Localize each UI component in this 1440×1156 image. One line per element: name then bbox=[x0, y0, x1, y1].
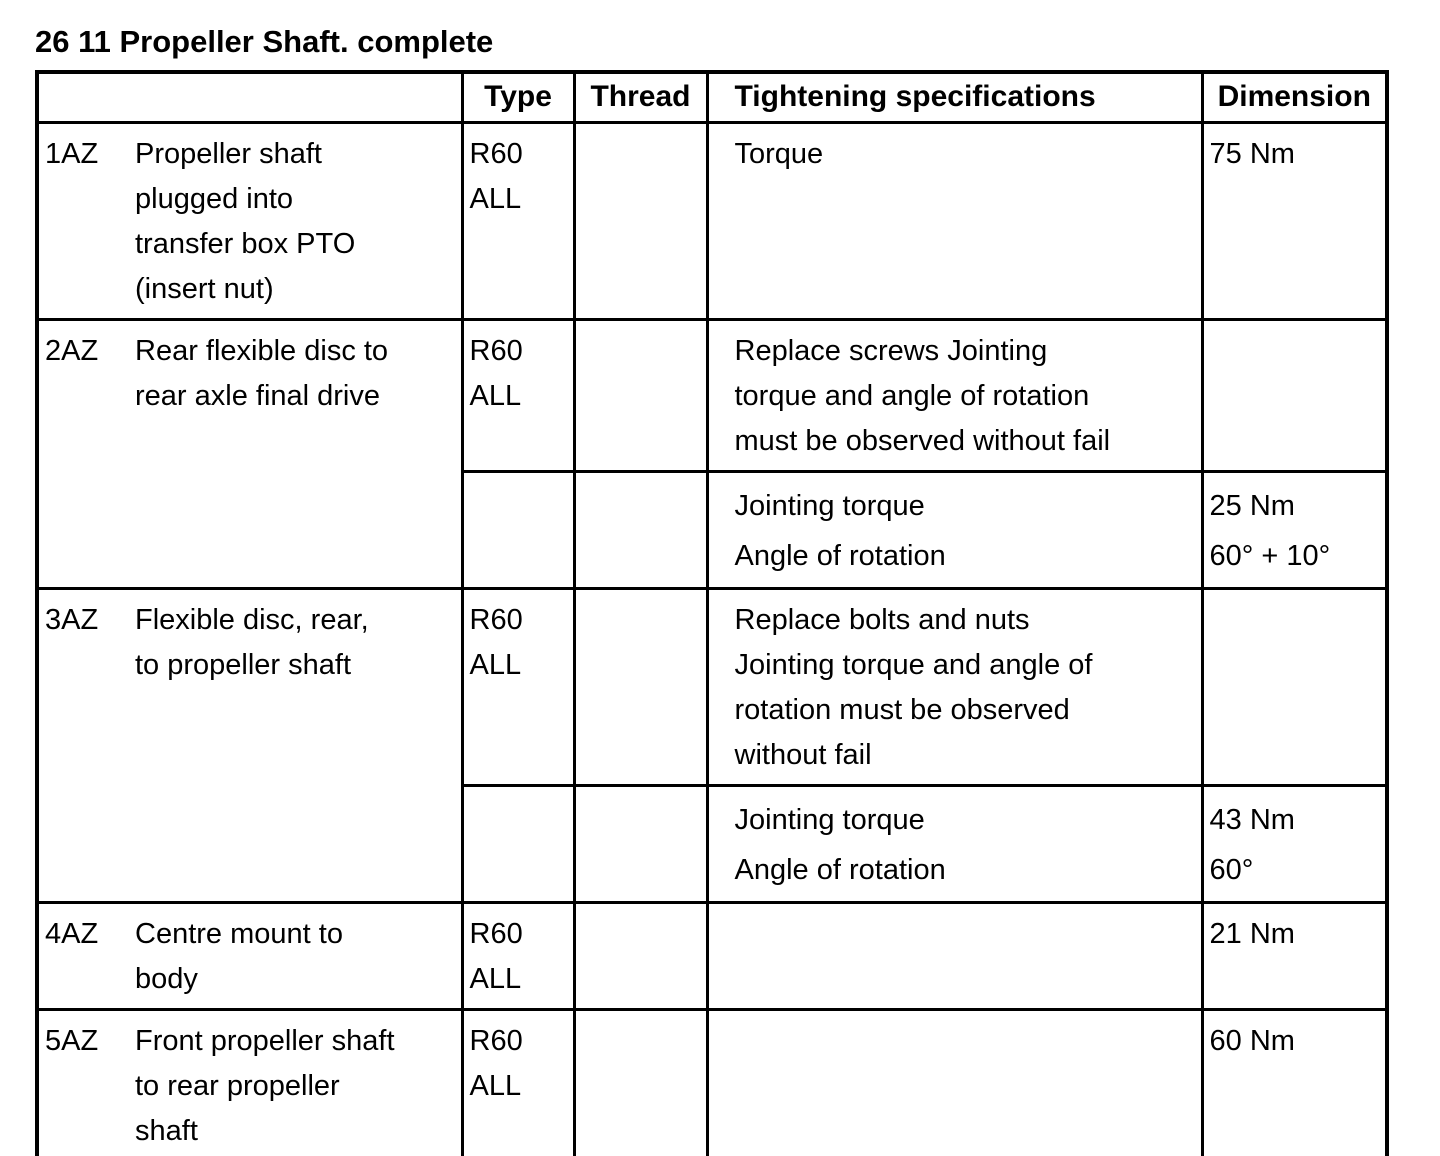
type-cell: R60 ALL bbox=[460, 586, 576, 787]
dimension-cell: 43 Nm 60° bbox=[1200, 783, 1389, 904]
type-cell bbox=[460, 469, 576, 590]
thread-cell bbox=[572, 900, 709, 1011]
item-wrap: 4AZ Centre mount to body bbox=[45, 912, 455, 1002]
tightening-cell: Jointing torque Angle of rotation bbox=[705, 469, 1204, 590]
type-cell: R60 ALL bbox=[460, 1007, 576, 1156]
header-tightening: Tightening specifications bbox=[705, 70, 1204, 124]
item-wrap: 1AZ Propeller shaft plugged into transfer … bbox=[45, 132, 455, 312]
type-cell: R60 ALL bbox=[460, 900, 576, 1011]
header-row: Type Thread Tightening specifications Di… bbox=[35, 70, 1389, 124]
page-title: 26 11 Propeller Shaft. complete bbox=[35, 24, 494, 59]
dimension-cell: 75 Nm bbox=[1200, 120, 1389, 321]
row-3az-main: 3AZ Flexible disc, rear, to propeller sha… bbox=[35, 586, 1389, 904]
row-1az: 1AZ Propeller shaft plugged into transfer … bbox=[35, 120, 1389, 321]
item-id: 3AZ bbox=[45, 603, 99, 636]
row-3az-sub: Jointing torque Angle of rotation 43 Nm 60… bbox=[37, 783, 1389, 904]
item-wrap: 5AZ Front propeller shaft to rear propell… bbox=[45, 1019, 455, 1154]
type-cell: R60 ALL bbox=[460, 317, 576, 473]
thread-cell bbox=[572, 120, 709, 321]
tightening-cell: Replace bolts and nuts Jointing torque an… bbox=[705, 586, 1204, 787]
thread-cell bbox=[572, 317, 709, 473]
dimension-cell: 21 Nm bbox=[1200, 900, 1389, 1011]
type-cell: R60 ALL bbox=[460, 120, 576, 321]
item-wrap: 2AZ Rear flexible disc to rear axle final… bbox=[45, 329, 455, 419]
item-cell: 5AZ Front propeller shaft to rear propell… bbox=[35, 1007, 464, 1156]
item-description: Centre mount to body bbox=[135, 917, 343, 995]
tightening-cell: Torque bbox=[705, 120, 1204, 321]
item-description: Rear flexible disc to rear axle final dri… bbox=[135, 334, 389, 412]
row-2az-sub: Jointing torque Angle of rotation 25 Nm 60… bbox=[37, 469, 1389, 590]
tightening-cell bbox=[705, 900, 1204, 1011]
item-description: Front propeller shaft to rear propeller sh… bbox=[135, 1024, 395, 1147]
dimension-cell: 25 Nm 60° + 10° bbox=[1200, 469, 1389, 590]
dimension-cell: 60 Nm bbox=[1200, 1007, 1389, 1156]
thread-cell bbox=[572, 469, 709, 590]
dimension-cell bbox=[1200, 317, 1389, 473]
tightening-cell bbox=[705, 1007, 1204, 1156]
item-cell: 1AZ Propeller shaft plugged into transfer … bbox=[35, 120, 464, 321]
row-5az: 5AZ Front propeller shaft to rear propell… bbox=[35, 1007, 1389, 1156]
item-id: 4AZ bbox=[45, 917, 99, 950]
item-description: Propeller shaft plugged into transfer box … bbox=[135, 137, 356, 305]
thread-cell bbox=[572, 586, 709, 787]
item-cell: 4AZ Centre mount to body bbox=[35, 900, 464, 1011]
item-cell: 3AZ Flexible disc, rear, to propeller sha… bbox=[35, 586, 464, 904]
item-wrap: 3AZ Flexible disc, rear, to propeller sha… bbox=[45, 598, 455, 688]
dimension-cell bbox=[1200, 586, 1389, 787]
row-2az-main: 2AZ Rear flexible disc to rear axle final… bbox=[35, 317, 1389, 590]
header-item bbox=[35, 70, 464, 124]
item-id: 1AZ bbox=[45, 137, 99, 170]
tightening-cell: Jointing torque Angle of rotation bbox=[705, 783, 1204, 904]
type-cell bbox=[460, 783, 576, 904]
spec-table: Type Thread Tightening specifications Di… bbox=[35, 70, 1389, 1156]
row-4az: 4AZ Centre mount to body R60 ALL 21 Nm bbox=[35, 900, 1389, 1011]
item-id: 5AZ bbox=[45, 1024, 99, 1057]
item-cell: 2AZ Rear flexible disc to rear axle final… bbox=[35, 317, 464, 590]
header-dimension: Dimension bbox=[1200, 70, 1389, 124]
thread-cell bbox=[572, 783, 709, 904]
header-thread: Thread bbox=[572, 70, 709, 124]
item-id: 2AZ bbox=[45, 334, 99, 367]
tightening-cell: Replace screws Jointing torque and angle … bbox=[705, 317, 1204, 473]
item-description: Flexible disc, rear, to propeller shaft bbox=[135, 603, 369, 681]
header-type: Type bbox=[460, 70, 576, 124]
thread-cell bbox=[572, 1007, 709, 1156]
